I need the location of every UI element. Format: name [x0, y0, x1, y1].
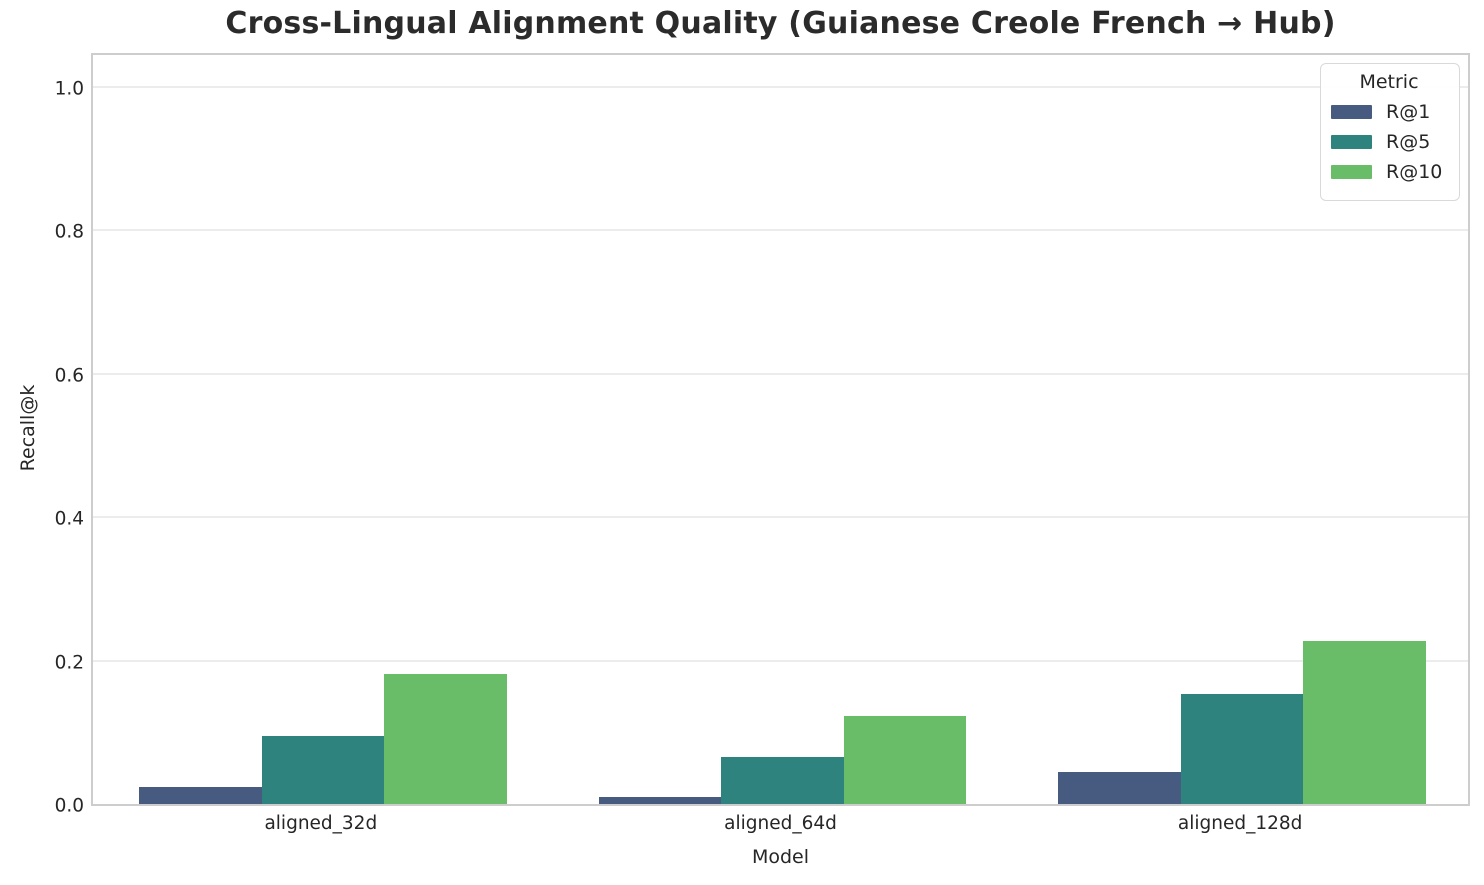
y-tick-label-1.0: 1.0 — [54, 78, 84, 100]
bar-aligned_64d-R@10 — [843, 715, 967, 804]
bar-aligned_32d-R@10 — [384, 674, 507, 804]
y-tick-label-0.4: 0.4 — [54, 508, 84, 530]
x-tick-label-aligned_128d: aligned_128d — [1177, 813, 1303, 834]
legend-items: R@1 R@5 R@10 — [1331, 101, 1447, 183]
legend-swatch-R@1 — [1331, 105, 1372, 119]
legend-swatch-R@10 — [1331, 165, 1372, 179]
legend-item-R@1: R@1 — [1331, 101, 1447, 123]
gridline-1.0 — [93, 85, 1468, 88]
gridline-0.6 — [93, 372, 1468, 375]
bar-aligned_64d-R@1 — [598, 796, 722, 804]
x-tick-label-aligned_32d: aligned_32d — [264, 813, 378, 834]
y-axis-ticks: 0.0 0.2 0.4 0.6 0.8 1.0 — [0, 53, 84, 816]
x-axis-ticks: aligned_32d aligned_64d aligned_128d — [0, 813, 1484, 841]
bar-aligned_128d-R@5 — [1180, 693, 1304, 804]
bar-aligned_128d-R@1 — [1058, 772, 1181, 804]
legend-label-R@10: R@10 — [1386, 161, 1443, 183]
legend-swatch-R@5 — [1331, 135, 1372, 149]
legend-item-R@10: R@10 — [1331, 161, 1447, 183]
gridline-0.8 — [93, 229, 1468, 232]
x-tick-label-aligned_64d: aligned_64d — [724, 813, 837, 834]
bar-aligned_32d-R@5 — [261, 735, 385, 804]
y-tick-label-0.0: 0.0 — [54, 795, 84, 817]
y-tick-label-0.2: 0.2 — [54, 652, 84, 674]
legend-title: Metric — [1359, 71, 1419, 93]
plot-area: Metric R@1 R@5 R@10 — [91, 53, 1470, 806]
gridline-0.4 — [93, 516, 1468, 519]
legend-label-R@1: R@1 — [1386, 101, 1431, 123]
legend: Metric R@1 R@5 R@10 — [1320, 63, 1460, 201]
legend-item-R@5: R@5 — [1331, 131, 1447, 153]
bar-aligned_64d-R@5 — [721, 756, 844, 804]
x-axis-label: Model — [751, 846, 810, 868]
bar-aligned_32d-R@1 — [138, 786, 262, 804]
y-tick-label-0.6: 0.6 — [54, 365, 84, 387]
legend-label-R@5: R@5 — [1386, 131, 1431, 153]
chart-title: Cross-Lingual Alignment Quality (Guianes… — [225, 6, 1336, 41]
bar-aligned_128d-R@10 — [1303, 641, 1427, 804]
gridline-0.2 — [93, 659, 1468, 662]
y-tick-label-0.8: 0.8 — [54, 221, 84, 243]
y-axis-label: Recall@k — [17, 384, 39, 472]
